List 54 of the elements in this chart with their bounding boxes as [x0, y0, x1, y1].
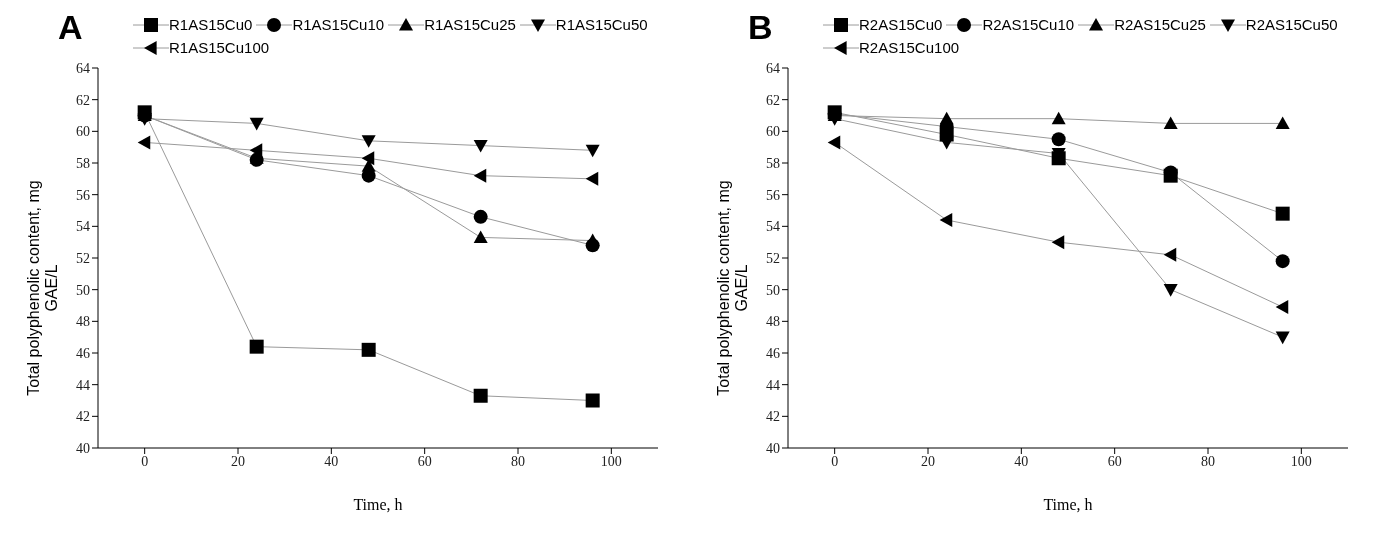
legend-label: R1AS15Cu10: [292, 16, 385, 33]
y-tick-label: 40: [766, 440, 780, 456]
legend-label: R2AS15Cu10: [982, 16, 1075, 33]
y-tick-label: 64: [766, 60, 780, 76]
x-tick-label: 20: [921, 453, 935, 469]
y-tick-label: 40: [76, 440, 90, 456]
y-tick-label: 42: [766, 409, 780, 425]
y-tick-label: 60: [76, 124, 90, 140]
legend-label: R1AS15Cu100: [169, 39, 270, 56]
legend-label: R2AS15Cu50: [1245, 16, 1338, 33]
legend-label: R2AS15Cu0: [859, 16, 943, 33]
y-tick-label: 64: [76, 60, 90, 76]
y-tick-label: 56: [76, 187, 90, 203]
y-tick-label: 46: [766, 345, 780, 361]
legend-label: R2AS15Cu25: [1114, 16, 1206, 33]
x-axis-title: Time, h: [353, 496, 403, 513]
y-axis-title: Total polyphenolic content, mg GAE/L: [25, 179, 61, 398]
y-axis-title: Total polyphenolic content, mg GAE/L: [715, 179, 751, 398]
y-tick-label: 44: [76, 377, 90, 393]
y-tick-label: 44: [766, 377, 780, 393]
y-tick-label: 56: [766, 187, 780, 203]
legend-label: R1AS15Cu0: [169, 16, 253, 33]
y-tick-label: 46: [76, 345, 90, 361]
legend-label: R1AS15Cu50: [555, 16, 648, 33]
y-tick-label: 58: [76, 155, 90, 171]
y-tick-label: 50: [766, 282, 780, 298]
y-tick-label: 62: [76, 92, 90, 108]
y-tick-label: 60: [766, 124, 780, 140]
x-tick-label: 100: [600, 453, 622, 469]
x-tick-label: 20: [231, 453, 245, 469]
chart-title: A: [58, 8, 83, 47]
y-tick-label: 62: [766, 92, 780, 108]
y-tick-label: 50: [76, 282, 90, 298]
legend-label: R2AS15Cu100: [859, 39, 960, 56]
y-tick-label: 52: [76, 250, 90, 266]
y-tick-label: 52: [766, 250, 780, 266]
y-tick-label: 54: [76, 219, 90, 235]
x-tick-label: 0: [141, 453, 149, 469]
chart-title: B: [748, 8, 773, 47]
x-tick-label: 80: [1201, 453, 1215, 469]
x-tick-label: 60: [417, 453, 432, 469]
y-tick-label: 58: [766, 155, 780, 171]
x-tick-label: 0: [831, 453, 839, 469]
legend-label: R1AS15Cu25: [424, 16, 516, 33]
x-tick-label: 40: [1014, 453, 1029, 469]
x-axis-title: Time, h: [1043, 496, 1093, 513]
y-tick-label: 42: [76, 409, 90, 425]
x-tick-label: 100: [1290, 453, 1312, 469]
x-tick-label: 60: [1107, 453, 1122, 469]
y-tick-label: 48: [76, 314, 90, 330]
y-tick-label: 48: [766, 314, 780, 330]
y-tick-label: 54: [766, 219, 780, 235]
x-tick-label: 80: [511, 453, 525, 469]
x-tick-label: 40: [324, 453, 339, 469]
